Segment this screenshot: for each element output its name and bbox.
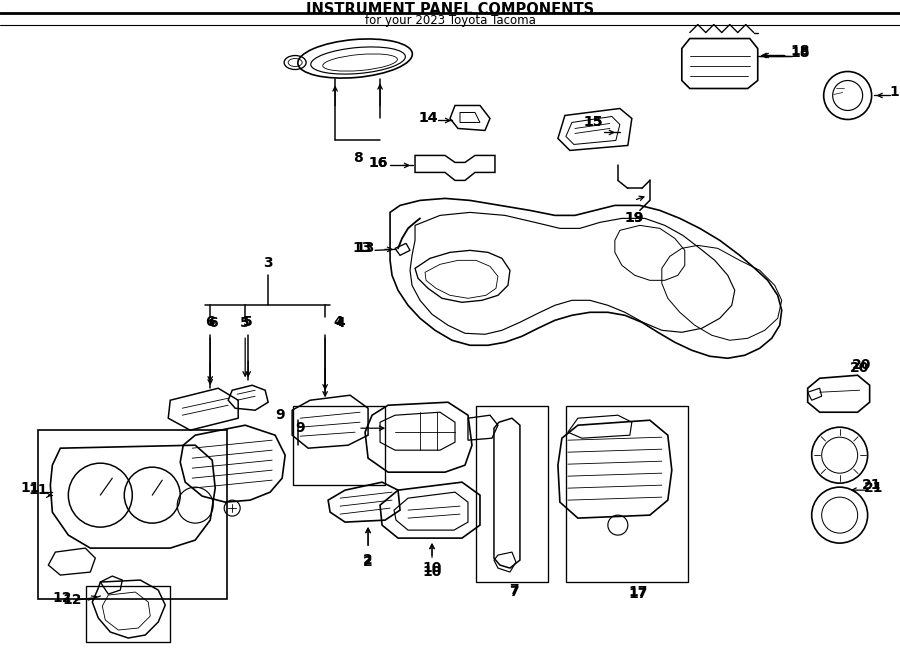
Text: 6: 6 <box>205 315 215 329</box>
Text: 11: 11 <box>29 483 48 497</box>
Text: 7: 7 <box>509 585 518 599</box>
Text: 4: 4 <box>335 317 345 330</box>
Text: 21: 21 <box>864 481 884 495</box>
Text: 5: 5 <box>240 317 250 330</box>
Text: 21: 21 <box>862 478 881 492</box>
Text: 9: 9 <box>275 408 285 422</box>
Text: 20: 20 <box>850 362 869 375</box>
Text: 13: 13 <box>356 241 374 255</box>
Text: 15: 15 <box>583 116 603 130</box>
Text: 9: 9 <box>295 421 305 435</box>
Text: 12: 12 <box>63 593 82 607</box>
Text: 15: 15 <box>583 116 603 130</box>
Text: 17: 17 <box>628 585 647 599</box>
Text: 19: 19 <box>625 212 643 225</box>
Text: 16: 16 <box>368 157 388 171</box>
Text: for your 2023 Toyota Tacoma: for your 2023 Toyota Tacoma <box>364 14 536 27</box>
Text: 4: 4 <box>333 315 343 329</box>
Text: 18: 18 <box>790 46 809 59</box>
Text: 12: 12 <box>52 591 72 605</box>
Text: 19: 19 <box>625 212 643 225</box>
Text: 7: 7 <box>509 583 518 597</box>
Text: 8: 8 <box>353 151 363 165</box>
Text: INSTRUMENT PANEL COMPONENTS: INSTRUMENT PANEL COMPONENTS <box>306 2 594 17</box>
Text: 3: 3 <box>264 256 273 270</box>
Text: 14: 14 <box>418 112 437 126</box>
Text: 2: 2 <box>364 555 373 569</box>
Text: 18: 18 <box>790 44 809 58</box>
Text: 6: 6 <box>209 317 218 330</box>
Text: 2: 2 <box>364 553 373 567</box>
Text: 17: 17 <box>628 587 647 601</box>
Text: 14: 14 <box>418 112 437 126</box>
Text: 16: 16 <box>368 157 388 171</box>
Text: 11: 11 <box>21 481 40 495</box>
Text: 5: 5 <box>243 315 253 329</box>
Text: 10: 10 <box>422 565 442 579</box>
Text: 20: 20 <box>852 358 871 372</box>
Text: 10: 10 <box>422 561 442 575</box>
Text: 1: 1 <box>890 85 899 100</box>
Text: 13: 13 <box>353 241 372 255</box>
